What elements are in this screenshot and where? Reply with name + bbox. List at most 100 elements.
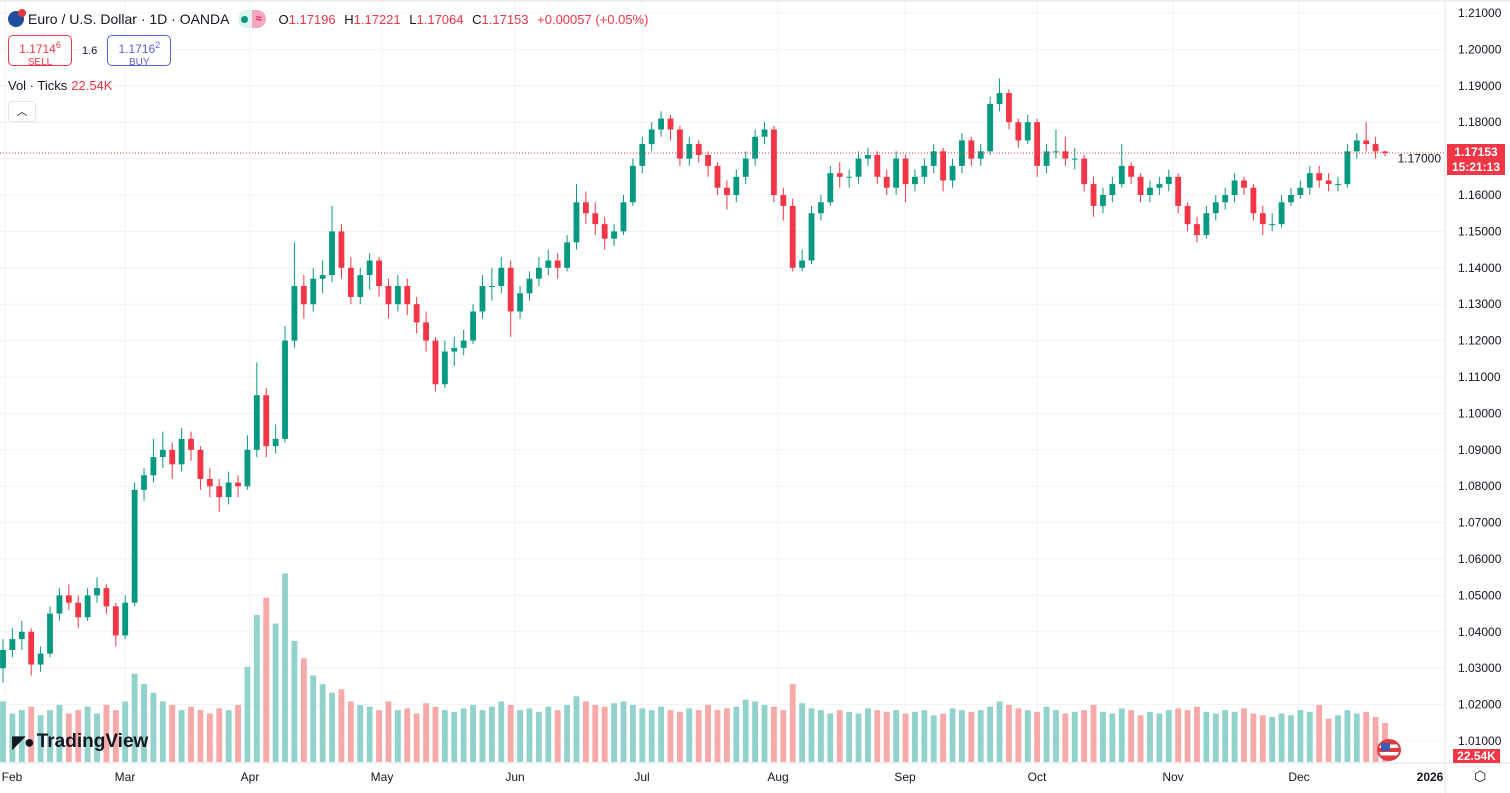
candle-body <box>225 482 232 498</box>
price-tick-label: 1.05000 <box>1458 588 1502 602</box>
candle-body <box>470 311 476 341</box>
logo-text: TradingView <box>36 731 149 752</box>
candle-body <box>131 489 138 603</box>
collapse-legend-button[interactable]: ︿ <box>8 101 36 122</box>
candle-body <box>498 267 505 286</box>
candle-body <box>1147 187 1153 195</box>
volume-bar <box>404 708 411 762</box>
candle-body <box>855 158 862 177</box>
candle-body <box>1015 122 1022 141</box>
candle-body <box>159 449 166 458</box>
candle-body <box>460 340 467 348</box>
candle-body <box>582 202 589 214</box>
candle-body <box>808 213 815 261</box>
volume-legend[interactable]: Vol · Ticks 22.54K <box>8 78 112 93</box>
volume-bar <box>789 684 796 762</box>
chevron-up-icon: ︿ <box>16 106 28 118</box>
candle-body <box>761 129 768 137</box>
candle-body <box>1241 180 1247 188</box>
time-axis[interactable]: Feb Mar Apr May Jun Jul Aug Sep Oct Nov Dec 2026 <box>2 770 1444 784</box>
candle-body <box>385 286 392 305</box>
buy-button[interactable]: 1.17162 BUY <box>107 35 172 68</box>
price-tick-label: 1.21000 <box>1458 6 1502 20</box>
candle-body <box>1137 176 1144 195</box>
price-tick-label: 1.03000 <box>1458 661 1502 675</box>
price-tick-label: 1.04000 <box>1458 625 1502 639</box>
candle-body <box>733 176 740 195</box>
volume-bar <box>1062 713 1069 762</box>
time-tick-label: Oct <box>1028 770 1047 784</box>
candle-body <box>1165 176 1172 185</box>
price-tick-label: 1.14000 <box>1458 261 1502 275</box>
candle-body <box>874 154 881 177</box>
volume-bar <box>1372 717 1379 762</box>
volume-bar <box>742 699 749 762</box>
volume-bar <box>150 692 157 762</box>
candle-body <box>479 286 486 312</box>
price-tick-label: 1.15000 <box>1458 224 1502 238</box>
status-pill[interactable]: ≈ <box>237 10 266 28</box>
volume-bar <box>1006 704 1012 762</box>
volume-bar <box>714 710 721 762</box>
candle-body <box>883 176 890 188</box>
candle-body <box>1382 151 1388 154</box>
time-tick-label: May <box>371 770 394 784</box>
volume-bar <box>780 710 787 762</box>
volume-bar <box>526 708 533 762</box>
volume-bar <box>959 710 965 762</box>
candle-body <box>1325 180 1332 185</box>
candle-body <box>601 224 608 239</box>
candle-body <box>1288 195 1294 203</box>
symbol-title[interactable]: Euro / U.S. Dollar · 1D · OANDA <box>28 11 230 27</box>
candle-body <box>300 286 307 305</box>
candle-body <box>959 140 965 166</box>
volume-bar <box>347 701 354 762</box>
volume-bar <box>1325 718 1332 762</box>
open-label: O <box>278 11 289 27</box>
candle-body <box>987 104 994 152</box>
settings-icon[interactable]: ⬡ <box>1474 768 1487 784</box>
price-axis[interactable]: 1.21000 1.20000 1.19000 1.18000 1.17000 1.160… <box>1398 6 1502 748</box>
candle-body <box>1297 187 1304 195</box>
candle-body <box>629 165 636 203</box>
volume-bar <box>723 708 730 762</box>
volume-bar <box>667 710 674 762</box>
us-economic-event-icon[interactable] <box>1377 739 1401 761</box>
volume-bar <box>658 706 665 762</box>
sell-button[interactable]: 1.17146 SELL <box>8 35 72 68</box>
candle-body <box>84 595 91 618</box>
price-tick-label: 1.12000 <box>1458 334 1502 348</box>
volume-bars <box>0 573 1388 762</box>
candle-body <box>1363 140 1370 145</box>
volume-label: Vol · Ticks <box>8 78 68 93</box>
volume-bar <box>921 710 928 762</box>
candle-body <box>413 304 420 323</box>
price-tick-label: 1.09000 <box>1458 443 1502 457</box>
candle-body <box>507 267 514 312</box>
volume-bar <box>272 623 279 762</box>
volume-bar <box>705 704 712 762</box>
candle-body <box>799 260 806 268</box>
volume-bar <box>592 704 599 762</box>
tradingview-logo[interactable]: ◤● TradingView <box>12 731 148 753</box>
candle-body <box>1175 176 1182 206</box>
candle-body <box>1250 187 1257 214</box>
candle-body <box>1043 151 1050 166</box>
volume-tag: 22.54K <box>1453 749 1500 763</box>
volume-bar <box>357 704 364 762</box>
market-open-dot-icon <box>237 10 252 28</box>
volume-bar <box>310 675 317 762</box>
candle-body <box>968 140 975 159</box>
candle-body <box>554 260 561 268</box>
volume-bar <box>968 711 975 762</box>
volume-bar <box>620 701 627 762</box>
volume-bar <box>1316 704 1323 762</box>
volume-bar <box>1194 706 1200 762</box>
volume-bar <box>0 701 6 762</box>
close-label: C <box>472 11 482 27</box>
price-tick-label: 1.18000 <box>1458 115 1502 129</box>
price-tick-label: 1.07000 <box>1458 516 1502 530</box>
price-tick-label: 1.13000 <box>1458 297 1502 311</box>
open-value: 1.17196 <box>288 11 336 27</box>
